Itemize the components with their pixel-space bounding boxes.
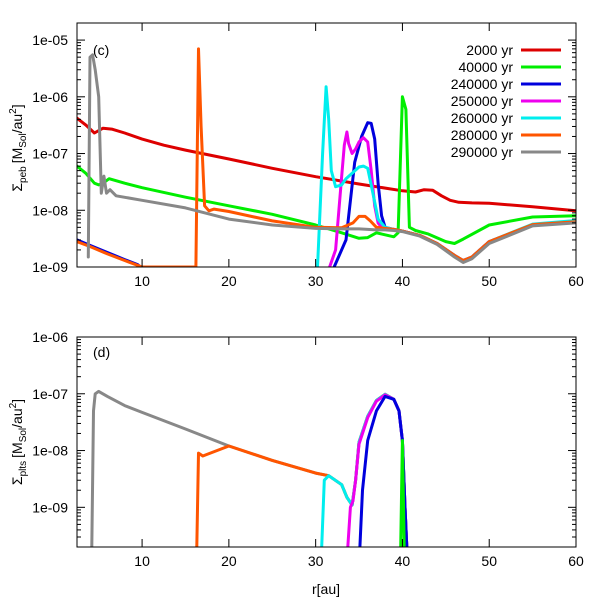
legend-label: 260000 yr xyxy=(451,110,514,126)
x-tick-label: 60 xyxy=(568,553,584,569)
x-axis-label: r[au] xyxy=(312,581,340,597)
panel-d-label: (d) xyxy=(93,344,110,360)
x-tick-label: 10 xyxy=(134,553,150,569)
panel-d-y-axis-label: Σplts[MSol/au2] xyxy=(8,399,29,485)
legend-label: 40000 yr xyxy=(459,59,514,75)
x-tick-label: 60 xyxy=(568,273,584,289)
series-line-2000-yr xyxy=(77,116,576,213)
x-tick-label: 30 xyxy=(308,553,324,569)
legend-label: 280000 yr xyxy=(451,127,514,143)
y-tick-label: 1e-08 xyxy=(32,202,68,218)
series-line-290000-yr xyxy=(86,53,576,264)
panel-d-frame xyxy=(76,336,577,548)
series-line-40000-yr xyxy=(77,95,576,245)
panel-d-series xyxy=(90,389,409,547)
y-tick-label: 1e-07 xyxy=(32,386,68,402)
panel-c-ticks: 10 20 30 40 50 60 1e-09 1e-08 1e-07 1e-06 1e-05 xyxy=(32,23,584,289)
panel-c-label: (c) xyxy=(93,42,109,58)
panel-c-y-axis-label: Σpeb[MSol/au2] xyxy=(8,104,29,191)
legend-label: 250000 yr xyxy=(451,93,514,109)
panel-d: 10 20 30 40 50 60 1e-09 1e-08 1e-07 1e-06 (d) Σpl… xyxy=(8,329,584,569)
x-tick-label: 20 xyxy=(221,273,237,289)
series-line-250000-yr xyxy=(346,393,409,547)
x-tick-label: 20 xyxy=(221,553,237,569)
x-tick-label: 30 xyxy=(308,273,324,289)
series-line-40000-yr xyxy=(399,439,406,547)
y-tick-label: 1e-05 xyxy=(32,32,68,48)
y-tick-label: 1e-09 xyxy=(32,259,68,275)
x-tick-label: 10 xyxy=(134,273,150,289)
legend-label: 240000 yr xyxy=(451,76,514,92)
legend-label: 290000 yr xyxy=(451,144,514,160)
y-tick-label: 1e-06 xyxy=(32,329,68,345)
y-tick-label: 1e-06 xyxy=(32,89,68,105)
x-tick-label: 50 xyxy=(481,553,497,569)
x-tick-label: 50 xyxy=(481,273,497,289)
panel-d-ticks: 10 20 30 40 50 60 1e-09 1e-08 1e-07 1e-06 xyxy=(32,329,584,569)
panel-c: 10 20 30 40 50 60 1e-09 1e-08 1e-07 1e-06 1e-05 (c… xyxy=(8,22,584,289)
panel-c-series xyxy=(77,47,576,267)
x-tick-label: 40 xyxy=(395,553,411,569)
x-tick-label: 40 xyxy=(395,273,411,289)
panel-c-frame xyxy=(76,22,577,268)
y-tick-label: 1e-09 xyxy=(32,499,68,515)
y-tick-label: 1e-08 xyxy=(32,443,68,459)
y-tick-label: 1e-07 xyxy=(32,146,68,162)
legend-label: 2000 yr xyxy=(466,42,513,58)
